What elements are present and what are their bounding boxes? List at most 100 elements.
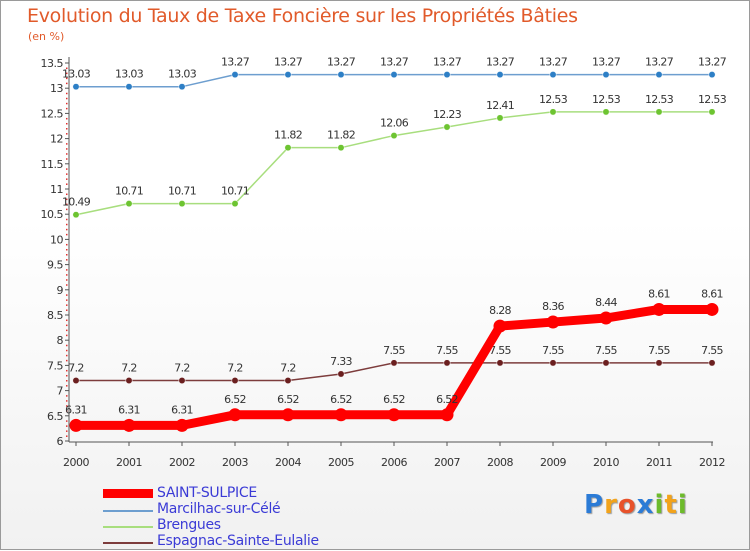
y-minor-tick — [66, 294, 68, 296]
x-tick-label: 2003 — [222, 456, 248, 469]
data-point — [125, 200, 133, 208]
data-label: 11.82 — [327, 129, 355, 142]
data-point — [602, 108, 610, 116]
data-label: 12.06 — [380, 117, 409, 130]
data-point — [708, 359, 716, 367]
y-tick-label: 7.5 — [47, 359, 63, 372]
data-point — [334, 408, 348, 422]
x-tick-label: 2006 — [381, 456, 407, 469]
y-minor-tick — [66, 395, 68, 397]
y-tick-label: 11.5 — [41, 158, 64, 171]
y-tick-label: 11 — [50, 183, 63, 196]
data-label: 8.61 — [648, 287, 670, 300]
x-tick-label: 2008 — [487, 456, 513, 469]
data-point — [390, 71, 398, 79]
legend-swatch — [103, 489, 153, 498]
data-label: 7.2 — [174, 362, 189, 375]
logo-letter: i — [654, 490, 665, 520]
data-point — [440, 408, 454, 422]
y-minor-tick — [66, 420, 68, 422]
x-tick-label: 2010 — [593, 456, 619, 469]
data-point — [72, 83, 80, 91]
data-label: 6.52 — [277, 393, 299, 406]
data-point — [708, 108, 716, 116]
y-minor-tick — [66, 102, 68, 105]
data-point — [178, 377, 186, 384]
y-minor-tick — [66, 143, 68, 145]
y-minor-tick — [66, 233, 68, 236]
data-label: 7.55 — [489, 344, 511, 357]
data-label: 7.55 — [595, 344, 617, 357]
data-point — [390, 359, 398, 367]
y-minor-tick — [66, 173, 68, 175]
y-minor-tick — [66, 349, 68, 352]
data-point — [125, 377, 133, 384]
data-point — [602, 71, 610, 79]
y-minor-tick — [66, 344, 68, 347]
y-minor-tick — [66, 284, 68, 286]
data-label: 12.23 — [433, 108, 462, 121]
y-minor-tick — [66, 133, 68, 135]
legend-swatch — [103, 542, 153, 544]
data-point — [69, 418, 83, 432]
data-point — [496, 71, 504, 79]
data-label: 13.27 — [433, 56, 462, 69]
data-label: 10.71 — [168, 185, 196, 198]
data-label: 10.71 — [115, 185, 143, 198]
data-label: 13.27 — [380, 56, 409, 69]
data-label: 8.36 — [542, 300, 564, 313]
y-minor-tick — [66, 359, 68, 362]
y-tick-label: 9.5 — [47, 259, 63, 272]
data-label: 13.03 — [168, 68, 197, 81]
data-point — [178, 83, 186, 91]
data-point — [231, 377, 239, 384]
data-label: 7.2 — [121, 362, 136, 375]
data-point — [655, 71, 663, 79]
data-label: 6.31 — [65, 403, 87, 416]
legend-label: SAINT-SULPICE — [157, 485, 257, 501]
data-point — [178, 200, 186, 208]
y-minor-tick — [66, 374, 68, 377]
y-minor-tick — [66, 67, 68, 70]
y-minor-tick — [66, 193, 68, 196]
y-minor-tick — [66, 92, 68, 95]
y-minor-tick — [66, 72, 68, 75]
y-minor-tick — [66, 243, 68, 246]
legend-swatch — [103, 510, 153, 512]
y-minor-tick — [66, 208, 68, 211]
legend-label: Marcilhac-sur-Célé — [157, 501, 281, 517]
y-minor-tick — [66, 168, 68, 170]
logo-letter: x — [636, 490, 655, 520]
data-point — [281, 408, 295, 422]
data-point — [231, 200, 239, 208]
data-label: 13.27 — [698, 56, 727, 69]
y-minor-tick — [66, 77, 68, 80]
data-point — [708, 71, 716, 79]
data-point — [284, 144, 292, 152]
logo-letter: r — [604, 490, 618, 520]
y-minor-tick — [66, 178, 68, 180]
data-label: 8.28 — [489, 304, 511, 317]
y-minor-tick — [66, 309, 68, 311]
y-minor-tick — [66, 148, 68, 150]
data-label: 8.61 — [701, 287, 723, 300]
data-point — [496, 114, 504, 122]
data-point — [655, 359, 663, 367]
data-label: 13.27 — [221, 56, 250, 69]
data-point — [549, 359, 557, 367]
y-minor-tick — [66, 259, 68, 261]
y-minor-tick — [66, 203, 68, 206]
y-tick-label: 9 — [57, 284, 64, 297]
data-label: 6.31 — [118, 403, 140, 416]
data-label: 8.44 — [595, 296, 617, 309]
data-point — [390, 132, 398, 140]
data-label: 7.55 — [648, 344, 670, 357]
data-point — [175, 418, 189, 432]
data-point — [337, 370, 345, 378]
data-point — [546, 315, 560, 329]
y-minor-tick — [66, 385, 68, 387]
data-point — [443, 359, 451, 367]
data-point — [122, 418, 136, 432]
data-label: 13.27 — [539, 56, 568, 69]
